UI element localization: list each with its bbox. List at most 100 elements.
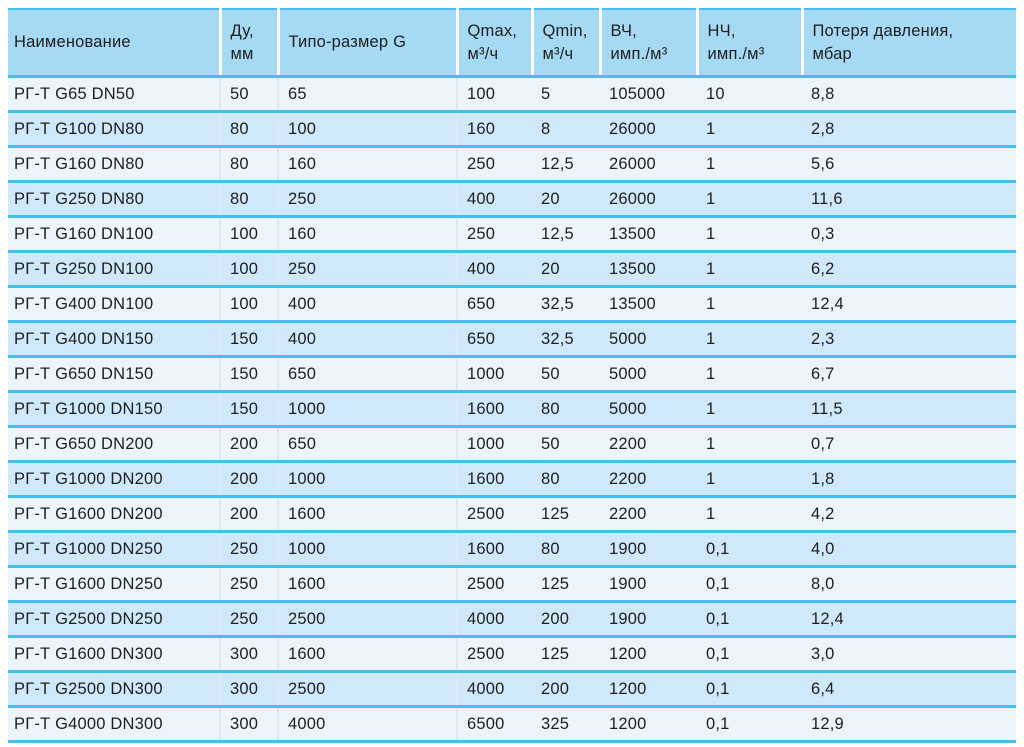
table-cell-du: 100 — [219, 286, 278, 323]
table-row: РГ-Т G1000 DN150 150 1000 1600 80 5000 1… — [8, 391, 1016, 428]
table-cell-lf-pulses: 1 — [697, 181, 802, 218]
table-cell-pressure-loss: 6,2 — [802, 251, 1016, 288]
table-cell-hf-pulses: 5000 — [600, 321, 697, 358]
table-cell-du: 200 — [219, 496, 278, 533]
table-cell-du: 150 — [219, 356, 278, 393]
header-row: Наименование Ду, мм Типо-размер G Qmax, … — [8, 8, 1016, 78]
column-header-qmax: Qmax, м³/ч — [455, 8, 532, 78]
table-cell-lf-pulses: 1 — [697, 286, 802, 323]
table-cell-lf-pulses: 0,1 — [697, 601, 802, 638]
table-row: РГ-Т G1600 DN300 300 1600 2500 125 1200 … — [8, 636, 1016, 673]
column-header-pressure-loss: Потеря давления, мбар — [800, 8, 1016, 78]
table-cell-pressure-loss: 5,6 — [802, 146, 1016, 183]
table-cell-pressure-loss: 12,4 — [802, 286, 1016, 323]
table-cell-type-size-g: 1600 — [277, 566, 457, 603]
gas-meter-spec-table: Наименование Ду, мм Типо-размер G Qmax, … — [8, 8, 1016, 743]
column-header-hf-pulses: ВЧ, имп./м³ — [598, 8, 697, 78]
table-row: РГ-Т G1000 DN250 250 1000 1600 80 1900 0… — [8, 531, 1016, 568]
table-cell-lf-pulses: 0,1 — [697, 706, 802, 743]
table-cell-qmax: 2500 — [456, 496, 532, 533]
table-cell-pressure-loss: 0,3 — [802, 216, 1016, 253]
table-cell-hf-pulses: 2200 — [600, 496, 697, 533]
table-cell-pressure-loss: 4,2 — [802, 496, 1016, 533]
table-cell-qmax: 400 — [456, 181, 532, 218]
table-cell-hf-pulses: 13500 — [600, 286, 697, 323]
table-cell-hf-pulses: 13500 — [600, 251, 697, 288]
table-cell-qmin: 12,5 — [532, 146, 600, 183]
table-cell-name: РГ-Т G1600 DN300 — [8, 636, 220, 673]
table-cell-du: 150 — [219, 321, 278, 358]
table-cell-pressure-loss: 1,8 — [802, 461, 1016, 498]
table-cell-pressure-loss: 11,5 — [802, 391, 1016, 428]
table-body: РГ-Т G65 DN50 50 65 100 5 105000 10 8,8 … — [8, 76, 1016, 743]
table-row: РГ-Т G100 DN80 80 100 160 8 26000 1 2,8 — [8, 111, 1016, 148]
table-cell-name: РГ-Т G400 DN100 — [8, 286, 220, 323]
table-cell-type-size-g: 160 — [277, 216, 457, 253]
table-row: РГ-Т G1600 DN200 200 1600 2500 125 2200 … — [8, 496, 1016, 533]
table-cell-type-size-g: 400 — [277, 286, 457, 323]
table-cell-qmin: 80 — [532, 461, 600, 498]
table-cell-type-size-g: 65 — [277, 76, 457, 113]
table-cell-qmax: 6500 — [456, 706, 532, 743]
table-cell-du: 300 — [219, 706, 278, 743]
table-cell-name: РГ-Т G250 DN80 — [8, 181, 220, 218]
table-cell-qmin: 200 — [532, 671, 600, 708]
table-cell-lf-pulses: 1 — [697, 111, 802, 148]
table-cell-pressure-loss: 8,8 — [802, 76, 1016, 113]
table-cell-qmin: 125 — [532, 636, 600, 673]
table-cell-lf-pulses: 0,1 — [697, 671, 802, 708]
table-cell-lf-pulses: 0,1 — [697, 636, 802, 673]
table-cell-qmax: 250 — [456, 146, 532, 183]
table-cell-du: 200 — [219, 461, 278, 498]
table-cell-lf-pulses: 10 — [697, 76, 802, 113]
table-row: РГ-Т G400 DN150 150 400 650 32,5 5000 1 … — [8, 321, 1016, 358]
table-row: РГ-Т G2500 DN300 300 2500 4000 200 1200 … — [8, 671, 1016, 708]
table-cell-pressure-loss: 6,7 — [802, 356, 1016, 393]
table-cell-lf-pulses: 1 — [697, 356, 802, 393]
table-cell-qmin: 32,5 — [532, 321, 600, 358]
table-cell-du: 250 — [219, 566, 278, 603]
column-header-name: Наименование — [8, 8, 220, 78]
table-cell-hf-pulses: 2200 — [600, 426, 697, 463]
table-cell-qmax: 650 — [456, 321, 532, 358]
table-cell-type-size-g: 2500 — [277, 601, 457, 638]
table-cell-hf-pulses: 2200 — [600, 461, 697, 498]
table-cell-name: РГ-Т G1000 DN150 — [8, 391, 220, 428]
table-cell-hf-pulses: 26000 — [600, 146, 697, 183]
table-cell-name: РГ-Т G650 DN150 — [8, 356, 220, 393]
table-cell-qmax: 1600 — [456, 461, 532, 498]
table-cell-qmax: 1000 — [456, 426, 532, 463]
table-cell-hf-pulses: 105000 — [600, 76, 697, 113]
column-header-du: Ду, мм — [218, 8, 278, 78]
table-cell-lf-pulses: 0,1 — [697, 531, 802, 568]
table-cell-qmin: 20 — [532, 181, 600, 218]
table-cell-name: РГ-Т G650 DN200 — [8, 426, 220, 463]
table-cell-qmax: 250 — [456, 216, 532, 253]
table-cell-type-size-g: 1600 — [277, 496, 457, 533]
table-cell-type-size-g: 4000 — [277, 706, 457, 743]
table-cell-qmax: 1600 — [456, 531, 532, 568]
table-cell-du: 50 — [219, 76, 278, 113]
table-cell-hf-pulses: 5000 — [600, 391, 697, 428]
table-row: РГ-Т G400 DN100 100 400 650 32,5 13500 1… — [8, 286, 1016, 323]
table-header: Наименование Ду, мм Типо-размер G Qmax, … — [8, 8, 1016, 78]
table-cell-hf-pulses: 1900 — [600, 531, 697, 568]
table-row: РГ-Т G160 DN100 100 160 250 12,5 13500 1… — [8, 216, 1016, 253]
column-header-qmin: Qmin, м³/ч — [530, 8, 600, 78]
table-cell-type-size-g: 100 — [277, 111, 457, 148]
table-cell-pressure-loss: 11,6 — [802, 181, 1016, 218]
table-cell-lf-pulses: 1 — [697, 216, 802, 253]
table-cell-pressure-loss: 6,4 — [802, 671, 1016, 708]
table-cell-lf-pulses: 1 — [697, 321, 802, 358]
table-cell-qmin: 125 — [532, 496, 600, 533]
table-cell-qmin: 8 — [532, 111, 600, 148]
table-cell-lf-pulses: 1 — [697, 146, 802, 183]
table-cell-pressure-loss: 3,0 — [802, 636, 1016, 673]
table-cell-type-size-g: 2500 — [277, 671, 457, 708]
table-cell-qmax: 1600 — [456, 391, 532, 428]
table-cell-name: РГ-Т G1000 DN250 — [8, 531, 220, 568]
table-cell-qmax: 4000 — [456, 601, 532, 638]
table-cell-type-size-g: 250 — [277, 181, 457, 218]
table-cell-type-size-g: 650 — [277, 356, 457, 393]
